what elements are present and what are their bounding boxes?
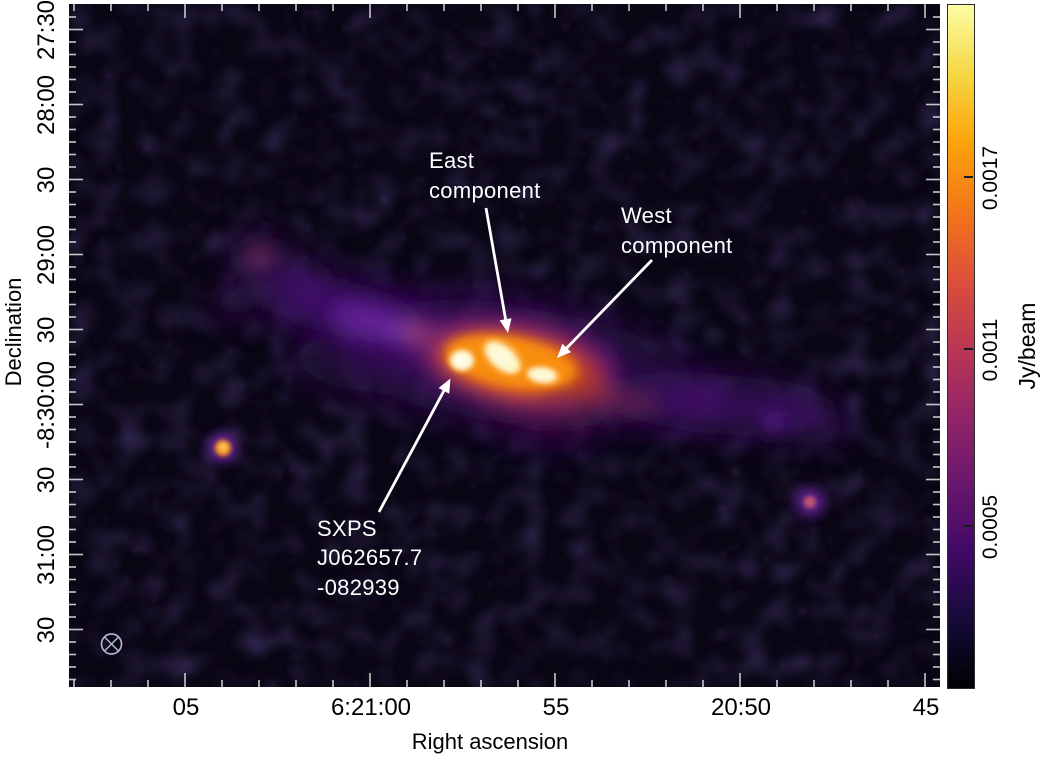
svg-text:SXPS: SXPS: [317, 516, 377, 541]
svg-text:component: component: [429, 178, 541, 203]
svg-text:J062657.7: J062657.7: [317, 545, 422, 570]
svg-text:West: West: [621, 203, 672, 228]
svg-text:component: component: [621, 233, 733, 258]
svg-text:-082939: -082939: [317, 575, 400, 600]
svg-text:East: East: [429, 148, 474, 173]
